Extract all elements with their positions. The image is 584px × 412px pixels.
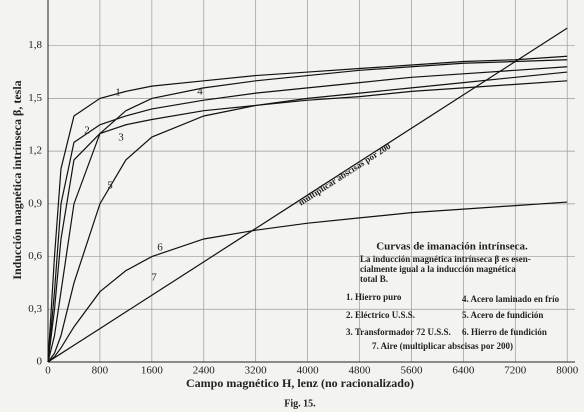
- curve-tag: 1: [115, 87, 121, 99]
- legend-note: total B.: [360, 274, 388, 284]
- legend-title: Curvas de imanación intrínseca.: [376, 241, 528, 253]
- curve-tag: 2: [84, 125, 90, 137]
- x-tick-label: 5600: [400, 365, 423, 377]
- legend-note: La inducción magnética intrínseca β es e…: [360, 254, 531, 264]
- curve: [47, 55, 568, 363]
- y-tick-label: 1,8: [28, 39, 42, 51]
- line-annotation: multiplicar abscisas por 200: [297, 141, 393, 208]
- x-tick-label: 1600: [141, 365, 164, 377]
- legend-box: [336, 236, 570, 356]
- x-tick-label: 0: [45, 365, 51, 377]
- curve: [47, 201, 568, 363]
- y-tick-label: 0,6: [28, 250, 42, 262]
- curve: [47, 66, 568, 363]
- y-tick-label: 0,3: [28, 303, 42, 315]
- legend-entry: 3. Transformador 72 U.S.S.: [346, 327, 451, 337]
- x-tick-label: 2400: [193, 365, 216, 377]
- x-tick-label: 800: [92, 365, 109, 377]
- curve: [47, 71, 568, 363]
- x-tick-label: 4800: [349, 365, 372, 377]
- x-tick-label: 3200: [245, 365, 268, 377]
- curve-tag: 6: [157, 242, 163, 254]
- curve-tag: 7: [151, 272, 157, 284]
- y-tick-label: 0: [37, 356, 43, 368]
- curve-tag: 4: [197, 86, 203, 98]
- curve: [47, 80, 568, 363]
- legend-entry: 2. Eléctrico U.S.S.: [346, 310, 415, 320]
- legend-entry: 4. Acero laminado en frío: [462, 294, 560, 304]
- curve: [47, 27, 568, 363]
- legend-entry: 1. Hierro puro: [346, 292, 402, 302]
- y-axis-title: Inducción magnética intrínseca β, tesla: [10, 80, 24, 279]
- x-tick-label: 6400: [452, 365, 475, 377]
- caption: Fig. 15.: [284, 398, 316, 409]
- legend-note: cialmente igual a la inducción magnética: [360, 264, 516, 274]
- x-tick-label: 4000: [297, 365, 320, 377]
- curve-tag: 5: [107, 180, 113, 192]
- x-tick-label: 8000: [556, 365, 579, 377]
- curve-tag: 3: [118, 132, 124, 144]
- x-tick-label: 7200: [504, 365, 527, 377]
- y-tick-label: 1,2: [28, 145, 42, 157]
- legend-entry: 7. Aire (multiplicar abscisas por 200): [372, 341, 513, 351]
- y-tick-label: 0,9: [28, 197, 42, 209]
- legend-entry: 6. Hierro de fundición: [462, 327, 547, 337]
- x-axis-title: Campo magnético H, lenz (no racionalizad…: [186, 376, 414, 390]
- legend-entry: 5. Acero de fundición: [462, 310, 543, 320]
- curve: [47, 59, 568, 363]
- y-tick-label: 1,5: [28, 92, 42, 104]
